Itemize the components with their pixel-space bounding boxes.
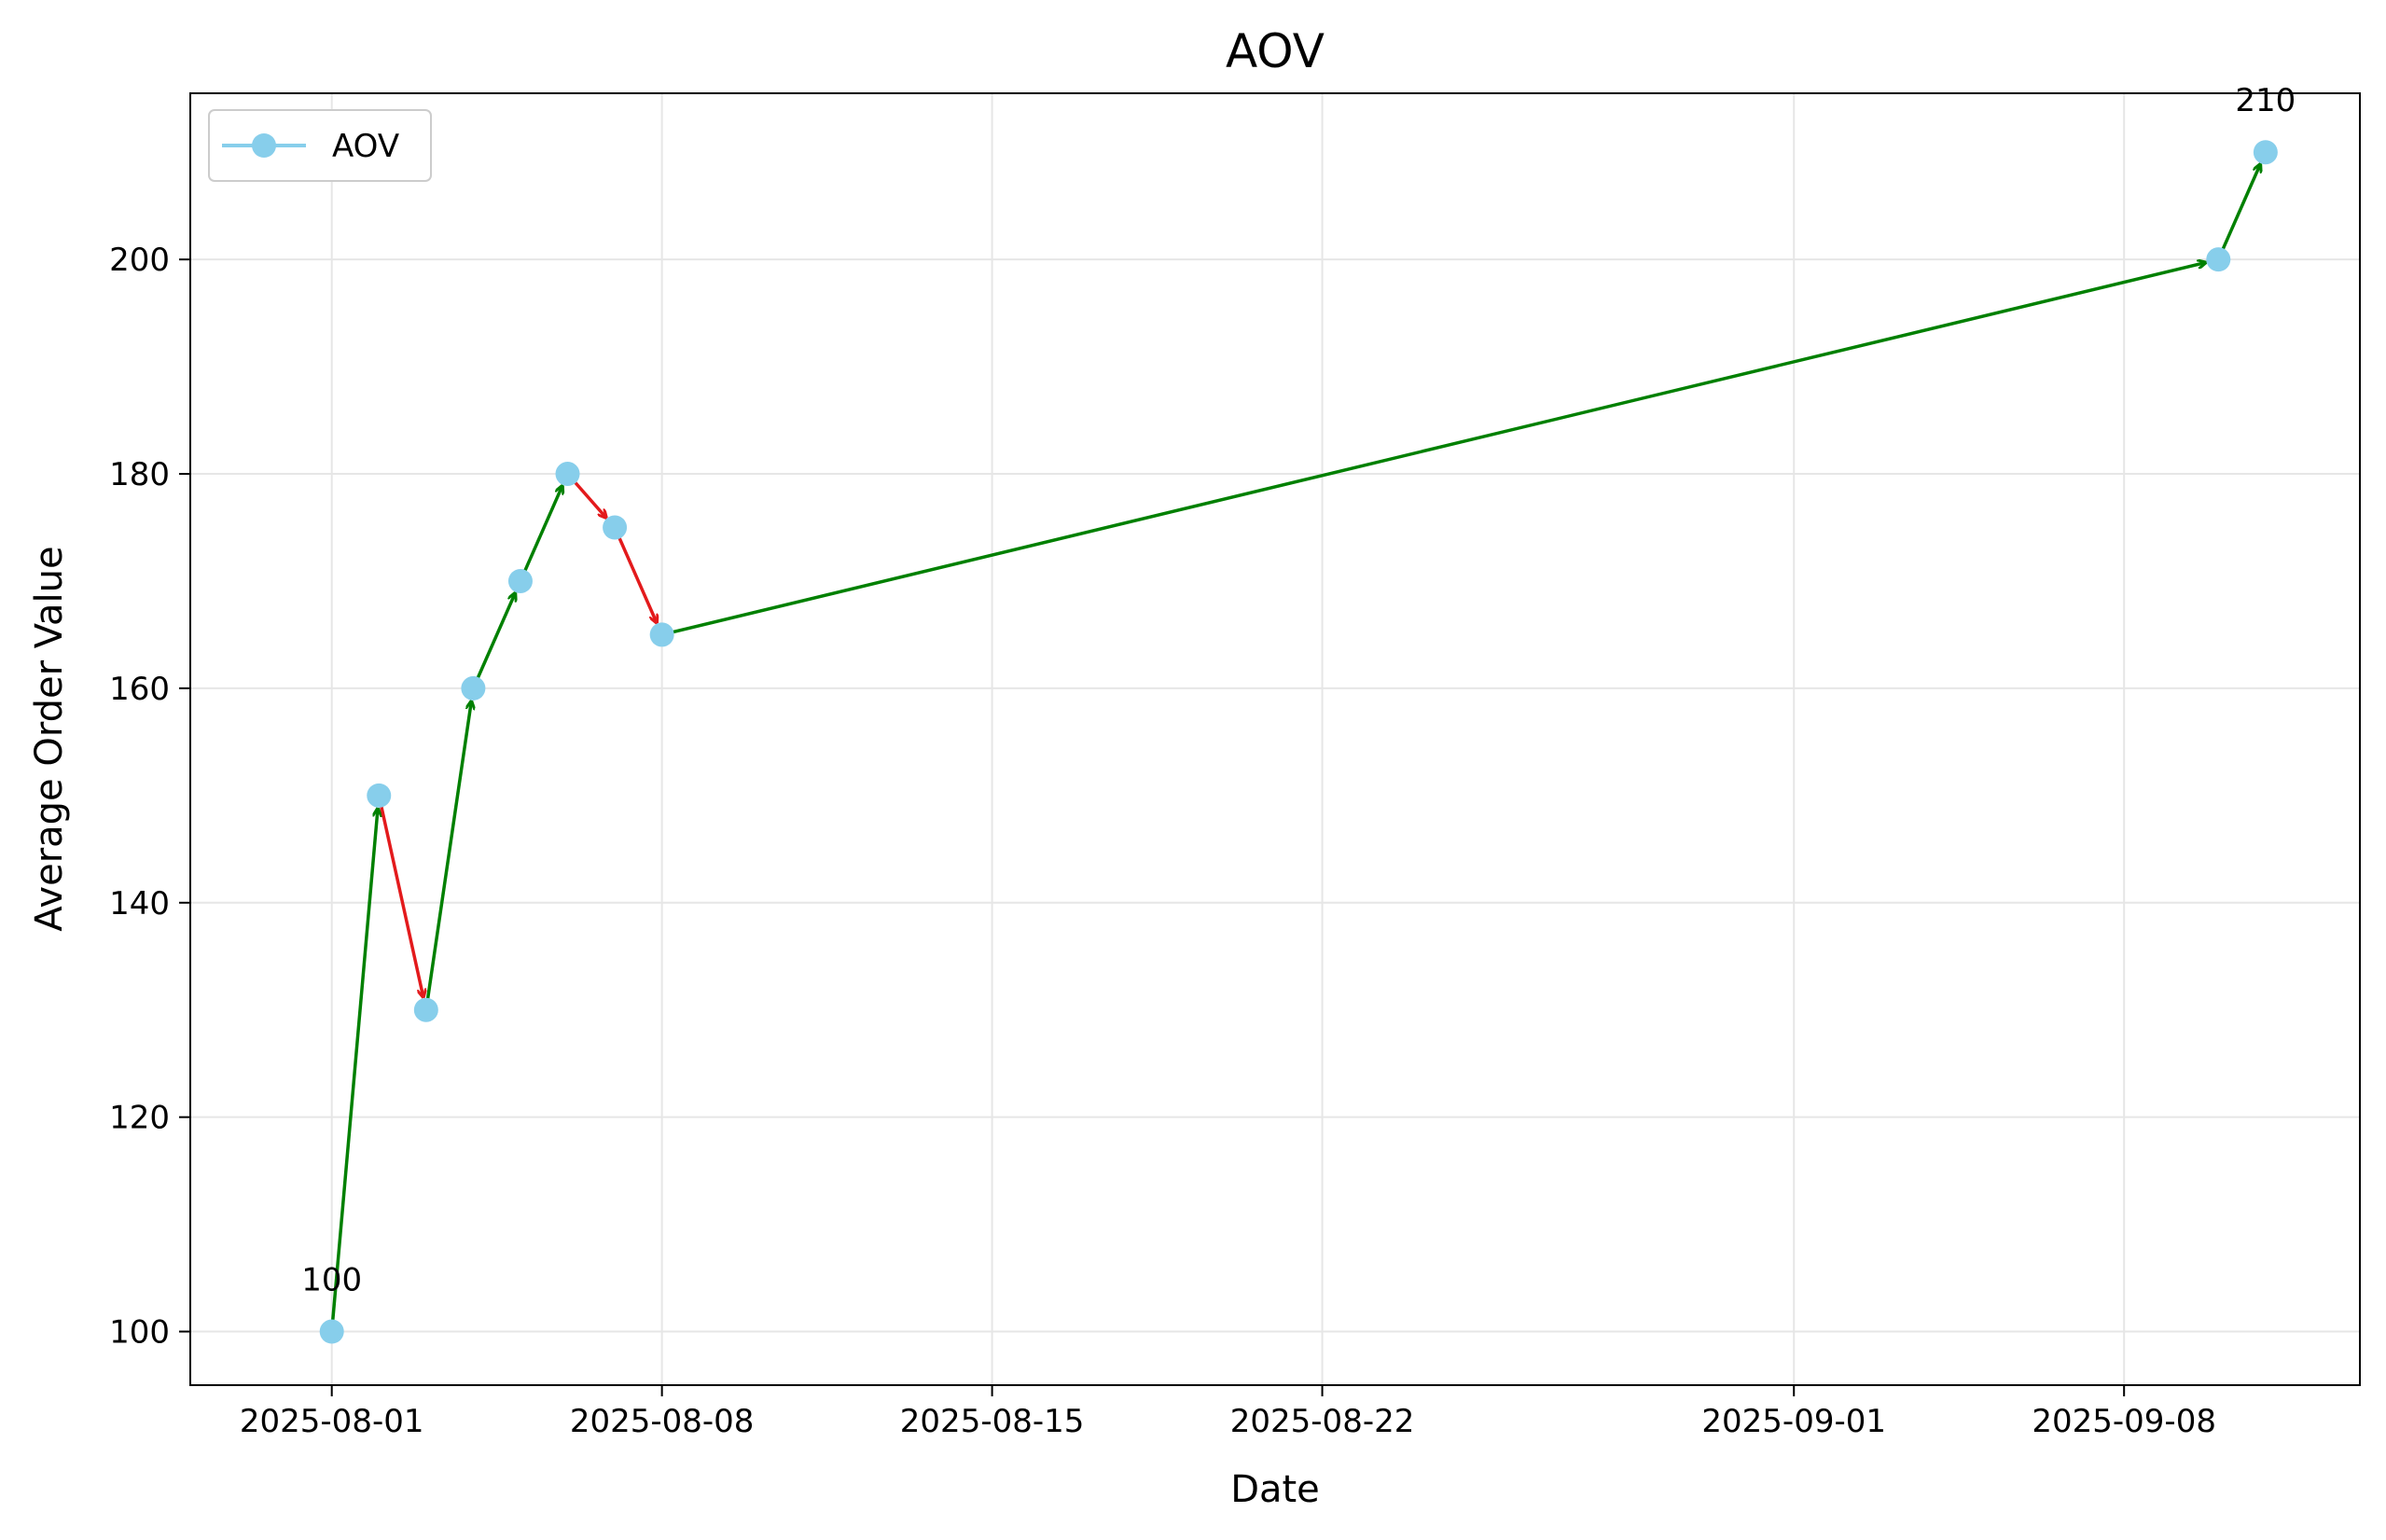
- x-tick-label: 2025-09-08: [2032, 1403, 2216, 1440]
- data-point: [649, 622, 674, 647]
- segment-arrow: [519, 486, 562, 582]
- legend-box: [208, 109, 432, 182]
- legend-marker-swatch: [252, 133, 276, 158]
- plot-background: [190, 93, 2360, 1385]
- segment-arrow: [2216, 164, 2260, 260]
- x-tick-label: 2025-08-22: [1230, 1403, 1415, 1440]
- segment-arrow: [424, 701, 472, 1010]
- segment-arrow: [661, 262, 2206, 637]
- segment-arrow: [471, 593, 515, 689]
- y-tick-label: 120: [109, 1100, 170, 1137]
- data-point: [555, 462, 580, 487]
- data-points: [319, 140, 2278, 1344]
- legend-label-aov: AOV: [332, 128, 399, 165]
- legend: AOV: [208, 109, 432, 182]
- y-tick-label: 140: [109, 885, 170, 923]
- data-point: [461, 675, 486, 701]
- data-point: [2253, 140, 2278, 165]
- x-axis-title: Date: [1230, 1468, 1320, 1511]
- x-tick-label: 2025-08-08: [570, 1403, 755, 1440]
- data-point: [507, 568, 533, 593]
- grid: [190, 93, 2360, 1385]
- data-point: [319, 1319, 344, 1344]
- y-axis-title: Average Order Value: [28, 546, 71, 931]
- data-arrows: [329, 164, 2261, 1332]
- y-axis-ticks: 100 120 140 160 180 200: [109, 242, 190, 1352]
- segment-arrow: [613, 526, 657, 622]
- chart-title: AOV: [1226, 24, 1325, 78]
- data-point: [2206, 247, 2231, 272]
- annotations: 100 210: [301, 82, 2296, 1298]
- y-tick-label: 100: [109, 1314, 170, 1352]
- x-axis-ticks: 2025-08-01 2025-08-08 2025-08-15 2025-08-22…: [240, 1385, 2216, 1440]
- data-point: [413, 997, 438, 1022]
- y-tick-label: 200: [109, 242, 170, 279]
- point-annotation: 100: [301, 1262, 362, 1299]
- point-annotation: 210: [2235, 82, 2296, 119]
- segment-arrow: [329, 809, 378, 1332]
- x-tick-label: 2025-08-01: [240, 1403, 424, 1440]
- y-tick-label: 180: [109, 456, 170, 493]
- plot-frame: [189, 92, 2361, 1386]
- data-point: [367, 783, 392, 808]
- x-tick-label: 2025-09-01: [1701, 1403, 1886, 1440]
- y-tick-label: 160: [109, 671, 170, 708]
- segment-arrow: [377, 795, 423, 997]
- data-point: [603, 515, 628, 540]
- x-tick-label: 2025-08-15: [900, 1403, 1085, 1440]
